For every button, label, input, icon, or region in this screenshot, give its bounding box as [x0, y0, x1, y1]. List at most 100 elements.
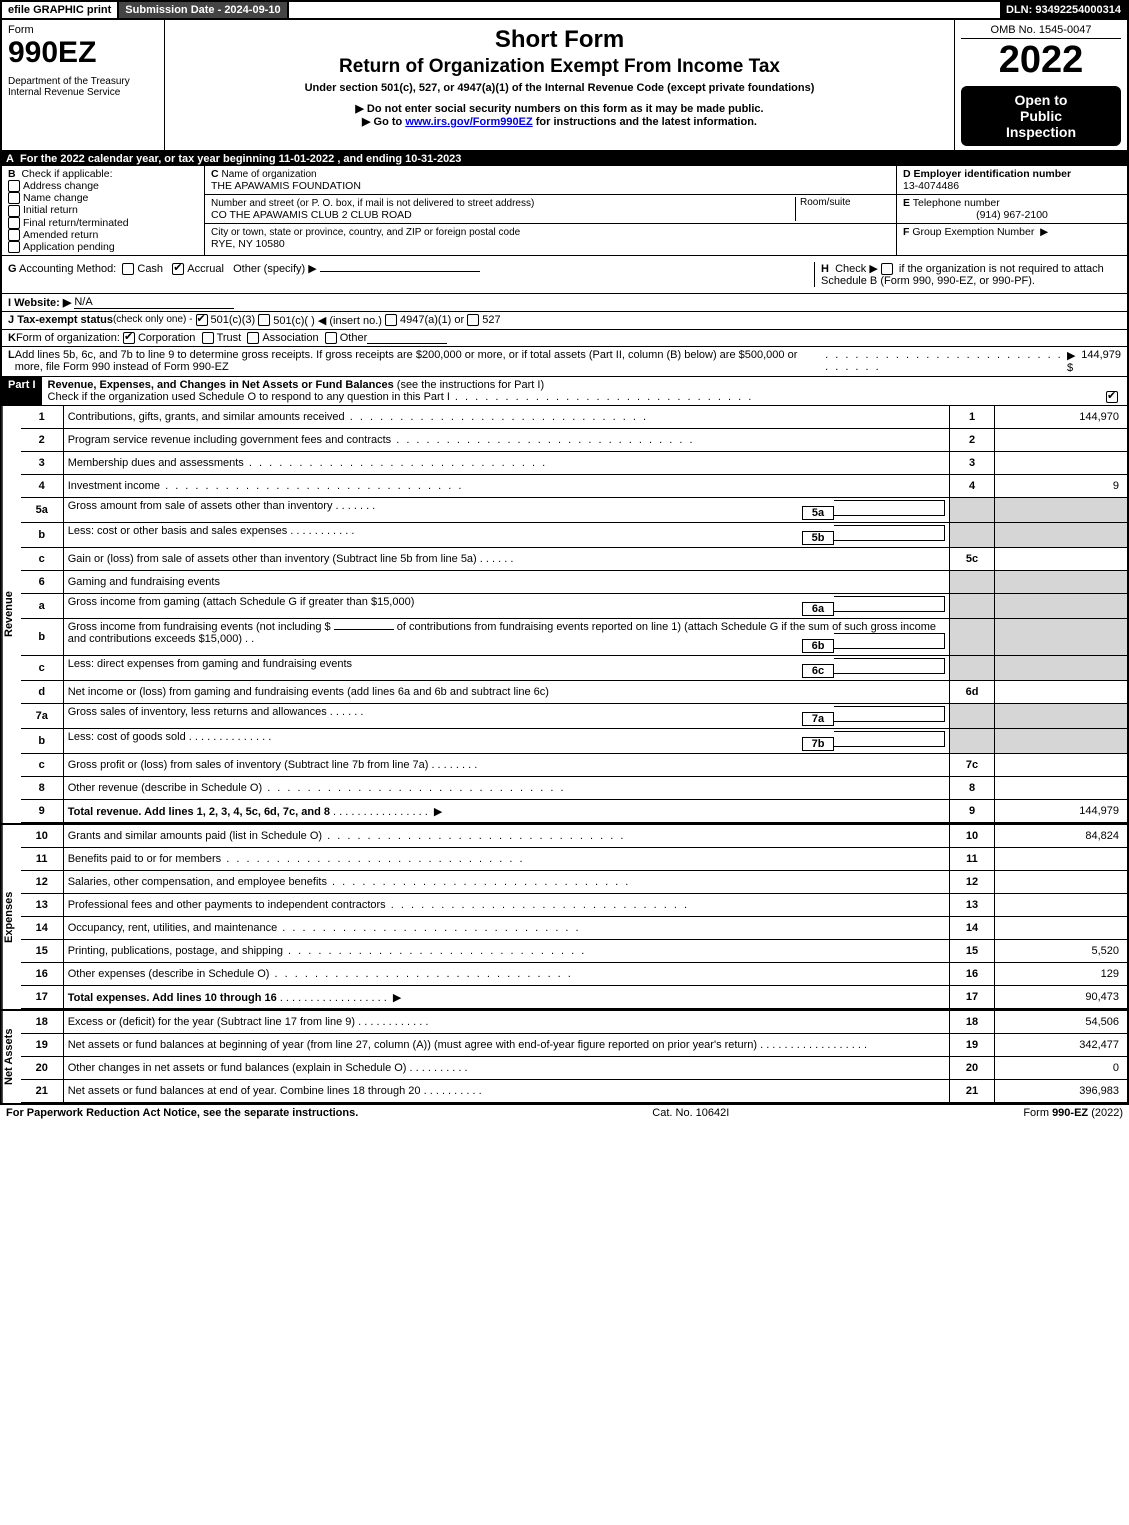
- opt-trust: Trust: [217, 332, 242, 344]
- dln: DLN: 93492254000314: [1000, 2, 1127, 18]
- line-k: K Form of organization: Corporation Trus…: [2, 330, 1127, 347]
- ln7a-rnum-shade: [950, 704, 995, 729]
- ln18-rnum: 18: [950, 1011, 995, 1034]
- ln14-num: 14: [21, 917, 64, 940]
- chk-4947[interactable]: [385, 314, 397, 326]
- netassets-lines: 18Excess or (deficit) for the year (Subt…: [21, 1011, 1127, 1103]
- ln15-val: 5,520: [995, 940, 1128, 963]
- ln7c-rnum: 7c: [950, 754, 995, 777]
- submission-date: Submission Date - 2024-09-10: [119, 2, 288, 18]
- ln6b-amount-input[interactable]: [334, 629, 394, 630]
- ln6d-rnum: 6d: [950, 681, 995, 704]
- ln2-rnum: 2: [950, 429, 995, 452]
- chk-cash[interactable]: [122, 263, 134, 275]
- ln2-num: 2: [21, 429, 64, 452]
- ln17-rnum: 17: [950, 986, 995, 1009]
- form-container: efile GRAPHIC print Submission Date - 20…: [0, 0, 1129, 1105]
- chk-final-return[interactable]: [8, 217, 20, 229]
- chk-name-change[interactable]: [8, 192, 20, 204]
- line-g: G Accounting Method: Cash Accrual Other …: [8, 262, 814, 287]
- ln6c-num: c: [21, 656, 64, 681]
- ln6b-subval: [834, 633, 945, 649]
- line-k-label: Form of organization:: [16, 332, 120, 344]
- chk-address-change[interactable]: [8, 180, 20, 192]
- opt-other-org: Other: [340, 332, 368, 344]
- chk-association[interactable]: [247, 332, 259, 344]
- part1-header: Part I Revenue, Expenses, and Changes in…: [2, 377, 1127, 406]
- ln18-val: 54,506: [995, 1011, 1128, 1034]
- opt-accrual: Accrual: [187, 263, 224, 275]
- other-specify-input[interactable]: [320, 271, 480, 272]
- ln9-desc: Total revenue. Add lines 1, 2, 3, 4, 5c,…: [68, 806, 330, 818]
- ln6b-rval-shade: [995, 619, 1128, 656]
- expenses-lines: 10Grants and similar amounts paid (list …: [21, 825, 1127, 1009]
- ln6a-num: a: [21, 594, 64, 619]
- chk-schedule-b[interactable]: [881, 263, 893, 275]
- opt-527: 527: [482, 314, 500, 327]
- ln11-rnum: 11: [950, 848, 995, 871]
- efile-print-button[interactable]: efile GRAPHIC print: [2, 2, 119, 18]
- ln12-rnum: 12: [950, 871, 995, 894]
- line-j-note: (check only one) -: [113, 314, 192, 327]
- chk-527[interactable]: [467, 314, 479, 326]
- part1-label: Part I: [2, 377, 42, 405]
- ln21-rnum: 21: [950, 1080, 995, 1103]
- ln6a-subnum: 6a: [802, 602, 834, 616]
- chk-application-pending[interactable]: [8, 241, 20, 253]
- ein-value: 13-4074486: [903, 180, 959, 192]
- arrow-icon: ▶: [1040, 226, 1048, 238]
- chk-corporation[interactable]: [123, 332, 135, 344]
- ln5b-desc: Less: cost or other basis and sales expe…: [68, 525, 288, 537]
- chk-trust[interactable]: [202, 332, 214, 344]
- footer-catno: Cat. No. 10642I: [358, 1107, 1023, 1119]
- chk-501c3[interactable]: [196, 314, 208, 326]
- ln7b-subval: [834, 731, 945, 747]
- part1-checknote: Check if the organization used Schedule …: [48, 391, 450, 403]
- dept-irs: Internal Revenue Service: [8, 87, 158, 98]
- label-city: City or town, state or province, country…: [211, 227, 520, 238]
- ln5a-rnum-shade: [950, 498, 995, 523]
- ln7b-subnum: 7b: [802, 737, 834, 751]
- page-footer: For Paperwork Reduction Act Notice, see …: [0, 1105, 1129, 1121]
- irs-link[interactable]: www.irs.gov/Form990EZ: [405, 116, 532, 128]
- ln20-rnum: 20: [950, 1057, 995, 1080]
- opt-501c3: 501(c)(3): [211, 314, 256, 327]
- chk-501c[interactable]: [258, 314, 270, 326]
- ln1-val: 144,970: [995, 406, 1128, 429]
- ln7a-subval: [834, 706, 945, 722]
- form-number: 990EZ: [8, 36, 158, 70]
- ln9-rnum: 9: [950, 800, 995, 823]
- other-org-input[interactable]: [367, 332, 447, 344]
- part1-title: Revenue, Expenses, and Changes in Net As…: [48, 379, 394, 391]
- ln8-num: 8: [21, 777, 64, 800]
- ln6c-rnum-shade: [950, 656, 995, 681]
- chk-initial-return[interactable]: [8, 205, 20, 217]
- form-word: Form: [8, 24, 158, 36]
- inspect-line3: Inspection: [965, 124, 1117, 140]
- omb-number: OMB No. 1545-0047: [961, 24, 1121, 39]
- opt-association: Association: [262, 332, 318, 344]
- opt-address-change: Address change: [23, 180, 99, 192]
- ln5a-desc: Gross amount from sale of assets other t…: [68, 500, 333, 512]
- chk-other-org[interactable]: [325, 332, 337, 344]
- ln21-desc: Net assets or fund balances at end of ye…: [68, 1085, 421, 1097]
- opt-other-specify: Other (specify) ▶: [233, 263, 317, 275]
- section-b-c-d: B Check if applicable: Address change Na…: [2, 166, 1127, 256]
- line-j: J Tax-exempt status (check only one) - 5…: [2, 312, 1127, 330]
- ln6a-rnum-shade: [950, 594, 995, 619]
- ln8-desc: Other revenue (describe in Schedule O): [68, 782, 262, 794]
- line-a-bar: A For the 2022 calendar year, or tax yea…: [2, 152, 1127, 166]
- opt-name-change: Name change: [23, 192, 88, 204]
- ln6-rnum-shade: [950, 571, 995, 594]
- ln19-rnum: 19: [950, 1034, 995, 1057]
- ln6d-val: [995, 681, 1128, 704]
- ln20-num: 20: [21, 1057, 64, 1080]
- chk-accrual[interactable]: [172, 263, 184, 275]
- ln4-num: 4: [21, 475, 64, 498]
- line-l-arrow: ▶ $: [1067, 349, 1081, 374]
- chk-schedule-o-part1[interactable]: [1106, 391, 1118, 403]
- ln7a-rval-shade: [995, 704, 1128, 729]
- chk-amended-return[interactable]: [8, 229, 20, 241]
- ln10-rnum: 10: [950, 825, 995, 848]
- ln14-rnum: 14: [950, 917, 995, 940]
